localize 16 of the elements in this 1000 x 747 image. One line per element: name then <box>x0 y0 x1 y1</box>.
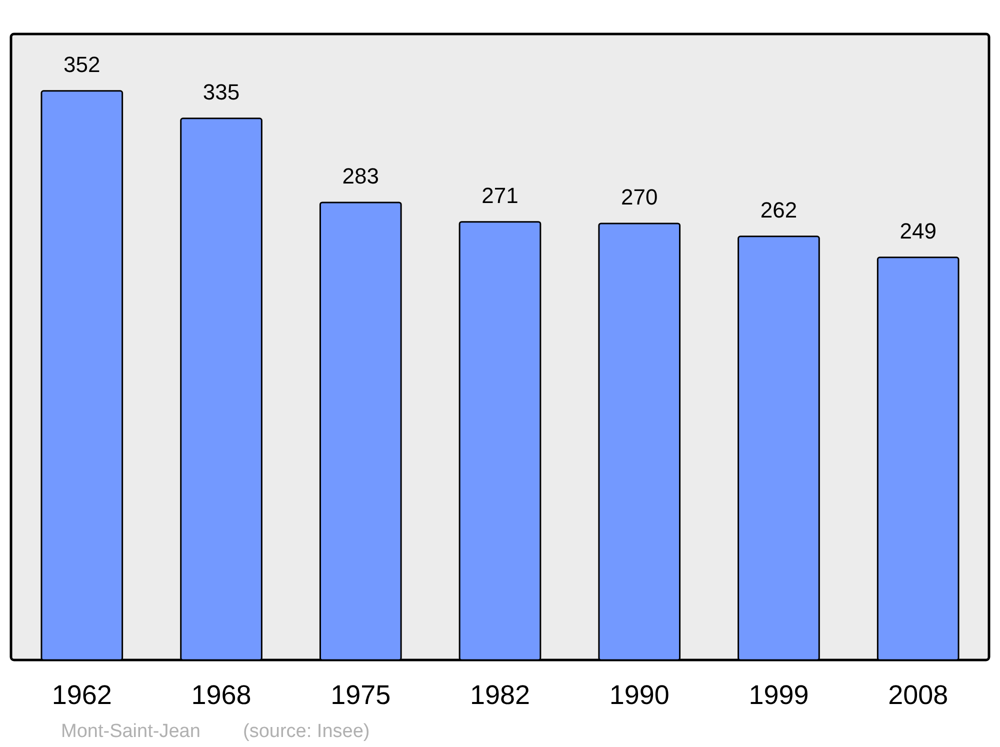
data-label: 249 <box>900 218 936 244</box>
data-label: 262 <box>760 197 798 222</box>
data-label: 271 <box>482 182 518 208</box>
data-label: 270 <box>621 184 658 210</box>
data-label: 352 <box>64 52 100 77</box>
data-label: 283 <box>342 163 379 188</box>
text: (source: Insee) <box>243 721 370 742</box>
data-label: 335 <box>202 79 240 104</box>
x-tick-label: 1962 <box>52 680 112 710</box>
x-tick-label: 1999 <box>748 680 809 710</box>
text: Mont-Saint-Jean <box>61 721 200 742</box>
x-tick-label: 1990 <box>609 680 670 710</box>
x-tick-label: 2008 <box>888 680 948 710</box>
x-tick-label: 1975 <box>330 680 391 710</box>
x-tick-label: 1982 <box>470 680 530 710</box>
x-tick-label: 1968 <box>191 680 252 710</box>
